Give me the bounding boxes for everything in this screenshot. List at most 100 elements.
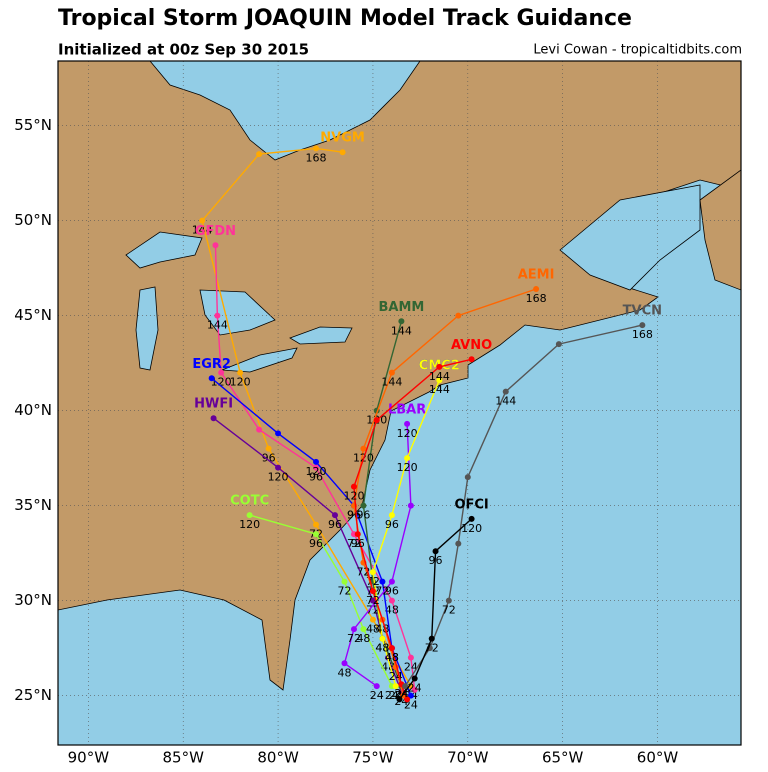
- forecast-hour: 96: [347, 509, 361, 522]
- track-point: [464, 474, 471, 481]
- lat-tick-label: 55°N: [14, 116, 52, 134]
- forecast-hour: 120: [397, 427, 418, 440]
- track-point: [256, 426, 263, 433]
- forecast-hour: 168: [526, 292, 547, 305]
- track-point: [436, 363, 443, 370]
- forecast-hour: 96: [262, 452, 276, 465]
- track-line: [343, 423, 412, 687]
- lon-tick-label: 60°W: [637, 749, 679, 767]
- model-name: GFDN: [195, 224, 236, 239]
- forecast-hour: 168: [306, 151, 327, 164]
- hudson-bay: [149, 61, 421, 161]
- track-point: [436, 377, 443, 384]
- track-point: [237, 369, 244, 376]
- lat-tick-label: 30°N: [14, 591, 52, 609]
- track-point: [639, 322, 646, 329]
- lat-tick-label: 25°N: [14, 686, 52, 704]
- forecast-hour: 24: [404, 661, 418, 674]
- track-point: [407, 502, 414, 509]
- title: Tropical Storm JOAQUIN Model Track Guida…: [58, 6, 632, 31]
- track-point: [313, 458, 320, 465]
- track-point: [275, 430, 282, 437]
- forecast-hour: 144: [381, 376, 402, 389]
- track-point: [388, 578, 395, 585]
- subtitle: Initialized at 00z Sep 30 2015: [58, 41, 309, 59]
- track-point: [313, 531, 320, 538]
- forecast-hour: 120: [343, 490, 364, 503]
- model-name: COTC: [230, 494, 269, 509]
- forecast-hour: 120: [230, 376, 251, 389]
- track-point: [411, 675, 418, 682]
- lon-tick-label: 75°W: [352, 749, 394, 767]
- forecast-hour: 120: [239, 518, 260, 531]
- track-point: [331, 512, 338, 519]
- model-name: BAMM: [378, 300, 424, 315]
- track-point: [396, 696, 403, 703]
- forecast-hour: 144: [429, 383, 450, 396]
- forecast-hour: 72: [347, 537, 361, 550]
- track-point: [369, 597, 376, 604]
- track-point: [404, 420, 411, 427]
- track-point: [246, 512, 253, 519]
- forecast-hour: 96: [385, 518, 399, 531]
- forecast-hour: 24: [370, 689, 384, 702]
- model-name: LBAR: [388, 402, 426, 417]
- lat-tick-label: 50°N: [14, 211, 52, 229]
- forecast-hour: 96: [347, 509, 361, 522]
- forecast-hour: 144: [192, 224, 213, 237]
- forecast-hour: 168: [632, 328, 653, 341]
- lat-tick-label: 35°N: [14, 496, 52, 514]
- model-name: OFCI: [454, 497, 488, 512]
- forecast-hour: 72: [375, 585, 389, 598]
- forecast-hour: 96: [351, 537, 365, 550]
- forecast-hour: 48: [375, 642, 389, 655]
- map-frame: [57, 60, 742, 746]
- track-point: [256, 151, 263, 158]
- forecast-hour: 48: [366, 623, 380, 636]
- track-point: [388, 645, 395, 652]
- track-point: [445, 597, 452, 604]
- forecast-hour: 48: [356, 632, 370, 645]
- model-name: AVNO: [451, 338, 492, 353]
- track-point: [388, 597, 395, 604]
- forecast-hour: 72: [337, 585, 351, 598]
- forecast-hour: 120: [397, 461, 418, 474]
- track-point: [398, 318, 405, 325]
- forecast-hour: 72: [366, 594, 380, 607]
- lake-ontario: [289, 326, 353, 345]
- track-point: [208, 375, 215, 382]
- track-point: [350, 626, 357, 633]
- track-point: [407, 692, 414, 699]
- lon-tick-label: 65°W: [542, 749, 584, 767]
- track-point: [407, 654, 414, 661]
- track-point: [210, 415, 217, 422]
- forecast-hour: 120: [211, 376, 232, 389]
- track-point: [533, 286, 540, 292]
- track-point: [369, 616, 376, 623]
- track-point: [404, 696, 411, 703]
- track-point: [388, 369, 395, 376]
- track-point: [432, 548, 439, 555]
- track-point: [360, 502, 367, 509]
- forecast-hour: 24: [408, 682, 422, 695]
- track-point: [214, 312, 221, 319]
- model-name: NVGM: [320, 131, 365, 146]
- forecast-hour: 72: [442, 604, 456, 617]
- lon-tick-label: 85°W: [163, 749, 205, 767]
- track-point: [392, 683, 399, 690]
- track-point: [313, 464, 320, 471]
- forecast-hour: 120: [306, 465, 327, 478]
- track-point: [339, 149, 346, 156]
- forecast-hour: 72: [347, 632, 361, 645]
- forecast-hour: 96: [385, 585, 399, 598]
- track-point: [341, 660, 348, 667]
- track-point: [373, 683, 380, 690]
- track-point: [468, 356, 475, 363]
- forecast-hour: 24: [385, 689, 399, 702]
- forecast-hour: 96: [429, 554, 443, 567]
- forecast-hour: 144: [391, 324, 412, 337]
- newfoundland: [699, 169, 741, 291]
- track-point: [212, 242, 219, 249]
